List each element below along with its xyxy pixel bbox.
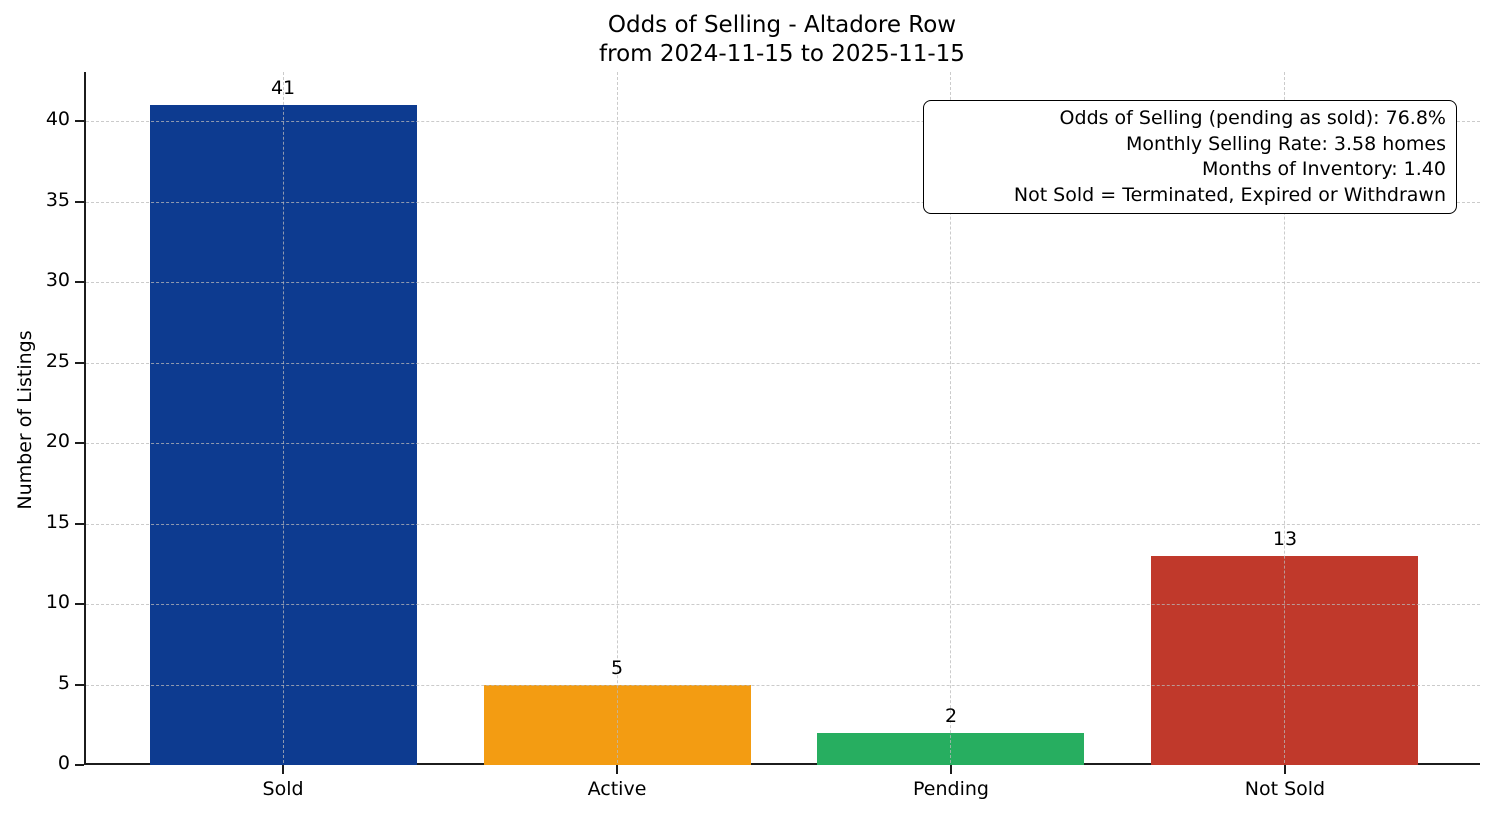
annotation-monthly-selling-rate: Monthly Selling Rate: 3.58 homes (1126, 132, 1446, 155)
gridline-horizontal (86, 604, 1480, 606)
gridline-vertical (1284, 72, 1286, 763)
gridline-horizontal (86, 282, 1480, 284)
gridline-horizontal (86, 201, 1480, 203)
gridline-vertical (950, 72, 952, 763)
bar-value-label: 5 (610, 656, 624, 679)
gridline-horizontal (86, 523, 1480, 525)
x-tick-mark (282, 765, 285, 774)
stats-annotation-box: Odds of Selling (pending as sold): 76.8%… (923, 100, 1457, 214)
y-tick-mark (75, 522, 84, 525)
y-tick-label: 0 (57, 752, 70, 774)
x-tick-mark (949, 765, 952, 774)
gridline-horizontal (86, 121, 1480, 123)
y-tick-mark (75, 120, 84, 123)
x-tick-label: Active (587, 778, 647, 800)
x-tick-mark (616, 765, 618, 774)
y-tick-mark (75, 442, 84, 445)
gridline-vertical (616, 72, 618, 763)
x-tick-label: Pending (913, 778, 989, 800)
y-tick-mark (75, 361, 84, 364)
gridline-horizontal (86, 443, 1480, 445)
annotation-odds-of-selling: Odds of Selling (pending as sold): 76.8% (1059, 107, 1446, 129)
bar-value-label: 41 (270, 77, 296, 99)
bar-value-label: 2 (944, 704, 958, 727)
plot-area: 0 5 10 15 20 25 30 35 40 41 Sold 5 Active 2 Pending 13 N… (46, 72, 1480, 800)
y-tick-label: 10 (45, 591, 70, 614)
y-tick-label: 5 (57, 671, 70, 694)
chart-title-line2: from 2024-11-15 to 2025-11-15 (599, 41, 965, 68)
y-tick-mark (75, 281, 84, 284)
y-tick-mark (75, 200, 84, 203)
gridline-horizontal (86, 684, 1480, 686)
y-tick-label: 40 (45, 108, 70, 131)
y-tick-label: 25 (45, 349, 70, 372)
annotation-months-of-inventory: Months of Inventory: 1.40 (1202, 158, 1446, 180)
y-tick-mark (75, 683, 84, 686)
chart-title-line1: Odds of Selling - Altadore Row (607, 12, 957, 38)
y-tick-label: 35 (45, 188, 70, 211)
bar-value-label: 13 (1272, 527, 1298, 550)
y-tick-label: 15 (45, 510, 70, 533)
gridline-vertical (282, 72, 284, 763)
y-tick-label: 20 (45, 430, 70, 453)
chart-title: Odds of Selling - Altadore Row from 2024… (84, 11, 1480, 70)
y-tick-mark (75, 603, 84, 606)
gridline-horizontal (86, 362, 1480, 364)
y-tick-mark (75, 764, 84, 766)
y-tick-label: 30 (45, 269, 70, 292)
x-tick-mark (1283, 765, 1286, 774)
annotation-not-sold-definition: Not Sold = Terminated, Expired or Withdr… (1013, 183, 1446, 206)
x-tick-label: Sold (262, 778, 304, 800)
x-tick-label: Not Sold (1244, 778, 1326, 800)
